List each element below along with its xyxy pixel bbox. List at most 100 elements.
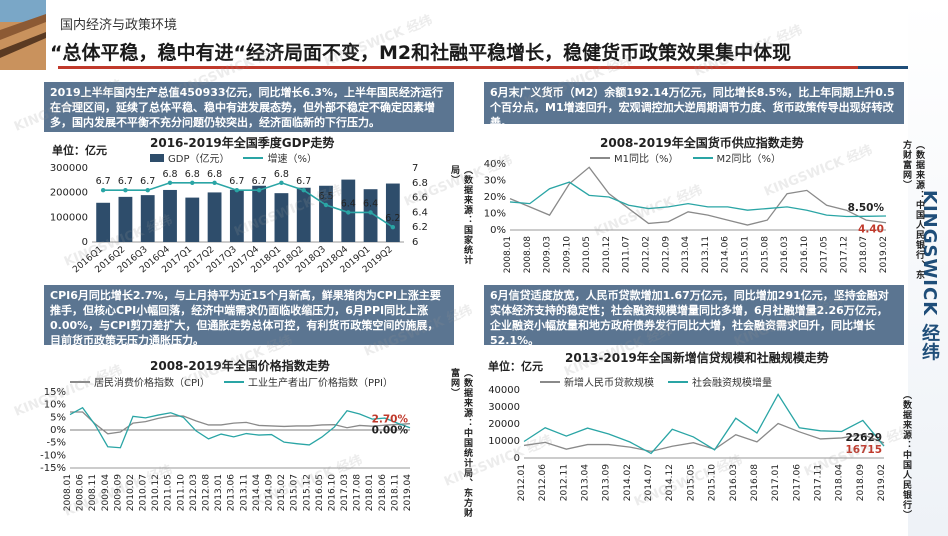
credit-x-tick: 2017.01 [771, 464, 781, 501]
gdp-rate-point [234, 188, 240, 193]
gdp-chart-title: 2016-2019年全国季度GDP走势 [150, 136, 335, 150]
credit-source-note: （数据来源：中国人民银行） [901, 390, 911, 520]
title-rule-accent [858, 66, 948, 69]
gdp-bar [185, 197, 200, 242]
gdp-rate-point [301, 188, 306, 193]
price-x-tick: 2017.03 [340, 474, 350, 511]
gdp-legend-line-label: 增速（%） [267, 154, 317, 165]
price-x-tick: 2012.03 [189, 474, 199, 511]
price-end-label: 2.70% [372, 414, 409, 426]
price-x-tick: 2015.12 [302, 474, 312, 511]
price-legend: 居民消费价格指数（CPI） 工业生产者出厂价格指数（PPI） [70, 374, 393, 389]
money-series-line-1 [509, 181, 887, 218]
credit-x-tick: 2012.06 [538, 464, 548, 501]
price-x-tick: 2016.05 [315, 474, 325, 511]
money-x-tick: 2017.12 [839, 236, 849, 273]
money-x-tick: 2010.12 [602, 236, 612, 273]
price-x-tick: 2009.09 [113, 474, 123, 511]
gdp-rate-point [167, 180, 173, 185]
price-x-tick: 2008.06 [76, 474, 86, 511]
price-x-tick: 2016.10 [327, 474, 337, 511]
money-x-tick: 2008.08 [523, 236, 533, 273]
header-photo [0, 0, 46, 70]
money-x-tick: 2015.08 [760, 236, 770, 273]
page-title: “总体平稳，稳中有进“经济局面不变，M2和社融平稳增长，稳健货币政策效果集中体现 [50, 42, 792, 64]
price-x-tick: 2011.05 [164, 474, 174, 511]
credit-chart-title: 2013-2019年全国新增信贷规模和社融规模走势 [565, 351, 829, 365]
credit-x-tick: 2016.08 [750, 464, 760, 501]
gdp-rate-point [123, 188, 128, 193]
price-end-label: 0.00% [372, 425, 409, 437]
price-x-tick: 2010.12 [151, 474, 161, 511]
gdp-bar [319, 185, 333, 242]
price-x-tick: 2008.01 [63, 474, 73, 511]
credit-unit-label: 单位：亿元 [488, 360, 543, 373]
credit-x-tick: 2019.02 [877, 464, 887, 501]
price-y-tick: 5% [50, 412, 66, 423]
credit-x-tick: 2014.12 [665, 464, 675, 501]
price-y-tick: -15% [40, 463, 66, 474]
gdp-bar [252, 185, 267, 242]
brand-sidebar [908, 0, 948, 536]
money-legend-m1-line [590, 156, 610, 159]
gdp-rate-point [390, 225, 396, 230]
gdp-bar [207, 192, 222, 242]
money-chart-title: 2008-2019年全国货币供应指数走势 [600, 136, 804, 150]
money-legend: M1同比（%） M2同比（%） [590, 150, 781, 165]
money-legend-m2-label: M2同比（%） [716, 154, 782, 165]
price-x-tick: 2012.08 [202, 474, 212, 511]
gdp-rate-point [323, 202, 329, 208]
credit-x-tick: 2014.02 [623, 464, 633, 501]
credit-y-tick: 10000 [488, 436, 520, 447]
price-chart: 15% 10%5% 0% -5%-10% -15%2008.01 2008.06 2008.… [40, 387, 413, 511]
price-x-tick: 2015.07 [290, 474, 300, 511]
credit-legend-tsf-label: 社会融资规模增量 [692, 378, 772, 389]
money-x-tick: 2015.01 [740, 236, 750, 273]
gdp-y2-tick: 7 [412, 163, 418, 174]
gdp-rate-label: 6.4 [341, 198, 356, 209]
credit-y-tick: 40000 [488, 385, 520, 396]
price-x-tick: 2013.06 [227, 474, 237, 511]
price-series-line-1 [69, 406, 411, 449]
credit-x-tick: 2016.03 [729, 464, 739, 501]
price-legend-cpi-line [70, 380, 90, 383]
money-x-tick: 2013.11 [701, 236, 711, 273]
gdp-bar [96, 202, 111, 242]
gdp-chart: 300000200000100000076.86.66.46.266.72016… [50, 163, 428, 275]
credit-y-tick: 20000 [488, 419, 520, 430]
credit-x-tick: 2018.09 [856, 464, 866, 501]
gdp-rate-point [100, 188, 106, 193]
gdp-rate-point [346, 210, 351, 215]
price-x-tick: 2018.06 [378, 474, 388, 511]
credit-end-label: 22629 [845, 432, 882, 444]
money-x-tick: 2018.07 [859, 236, 869, 273]
price-source-note: （数据来源：中国统计局、东方财富网） [449, 368, 472, 518]
credit-series-line-1 [523, 393, 885, 455]
credit-legend-tsf-line [668, 380, 688, 383]
gdp-rate-label: 6.7 [252, 176, 267, 187]
credit-series-line-0 [523, 422, 885, 453]
money-x-tick: 2013.04 [681, 236, 691, 273]
price-x-tick: 2013.01 [214, 474, 224, 511]
credit-y-tick: 30000 [488, 402, 520, 413]
price-legend-ppi-line [223, 380, 244, 383]
price-y-tick: 15% [44, 387, 66, 398]
money-x-tick: 2008.01 [503, 236, 513, 273]
money-x-tick: 2009.03 [543, 236, 553, 273]
gdp-source-note: （数据来源：国家统计局） [449, 165, 472, 265]
price-x-tick: 2017.08 [353, 474, 363, 511]
price-x-tick: 2015.02 [277, 474, 287, 511]
money-y-tick: 10% [484, 209, 506, 220]
gdp-rate-label: 6.5 [318, 191, 333, 202]
credit-summary-card: 6月信贷适度放宽，人民币贷款增加1.67万亿元，同比增加291亿元，坚持金融对实… [484, 285, 904, 347]
gdp-rate-label: 6.4 [363, 198, 378, 209]
breadcrumb: 国内经济与政策环境 [60, 18, 178, 33]
money-x-tick: 2009.10 [562, 236, 572, 273]
money-y-tick: 40% [484, 159, 506, 170]
money-summary-card: 6月末广义货币（M2）余额192.14万亿元，同比增长8.5%，比上年同期上升0… [484, 82, 904, 129]
gdp-bar [274, 193, 289, 242]
gdp-legend: GDP（亿元） 增速（%） [150, 150, 317, 165]
price-summary-card: CPI6月同比增长2.7%，与上月持平为近15个月新高，鲜果猪肉为CPI上涨主要… [44, 285, 454, 347]
money-x-tick: 2011.07 [622, 236, 632, 273]
